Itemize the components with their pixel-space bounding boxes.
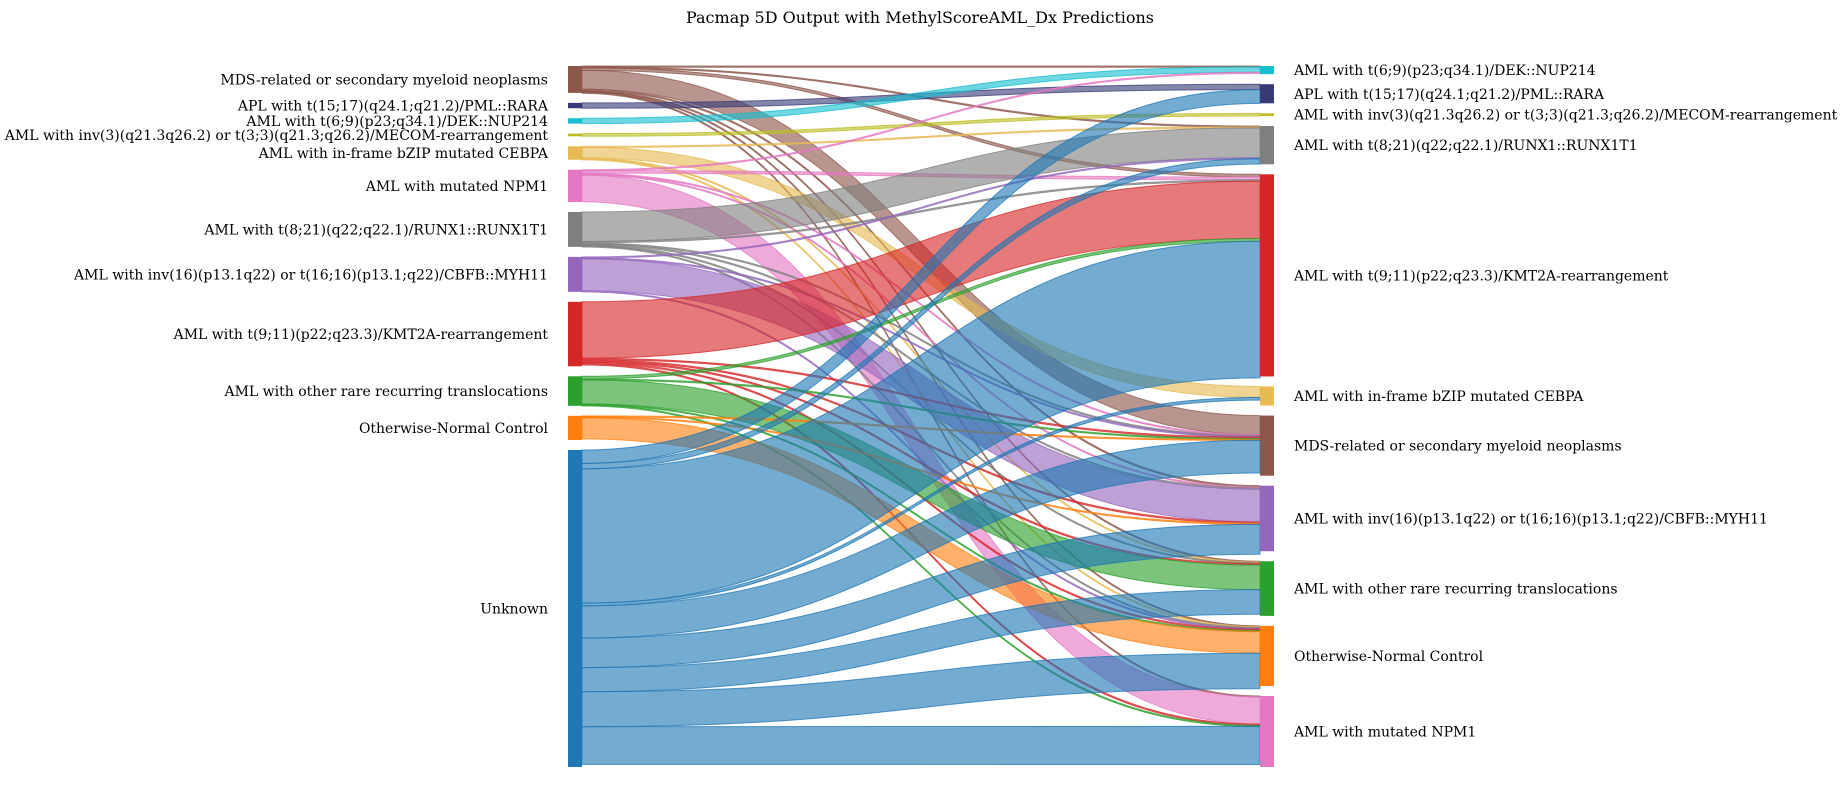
right-node-bar	[1260, 625, 1274, 686]
labels-layer: MDS-related or secondary myeloid neoplas…	[4, 63, 1838, 740]
left-node-label: AML with inv(3)(q21.3q26.2) or t(3;3)(q2…	[4, 128, 549, 144]
left-node-bar	[568, 66, 582, 93]
left-node-label: AML with mutated NPM1	[365, 179, 548, 195]
chart-title: Pacmap 5D Output with MethylScoreAML_Dx …	[686, 8, 1154, 27]
right-node-label: AML with other rare recurring translocat…	[1293, 582, 1618, 598]
left-node-label: AML with in-frame bZIP mutated CEBPA	[258, 146, 549, 162]
flow-link	[581, 240, 1261, 604]
left-node-bar	[568, 301, 582, 367]
left-node-bar	[568, 133, 582, 137]
right-node-bar	[1260, 695, 1274, 767]
left-node-bar	[568, 118, 582, 124]
right-node-bar	[1260, 126, 1274, 165]
right-node-label: AML with in-frame bZIP mutated CEBPA	[1293, 389, 1584, 405]
left-node-bar	[568, 102, 582, 109]
right-node-bar	[1260, 174, 1274, 377]
right-node-bar	[1260, 84, 1274, 104]
left-node-label: MDS-related or secondary myeloid neoplas…	[220, 72, 548, 88]
left-node-label: Otherwise-Normal Control	[359, 421, 549, 437]
right-node-label: AML with mutated NPM1	[1293, 724, 1476, 740]
flow-link	[581, 523, 1261, 669]
flows-layer	[581, 65, 1261, 766]
right-node-label: AML with t(8;21)(q22;q22.1)/RUNX1::RUNX1…	[1293, 138, 1638, 154]
flow-link	[581, 65, 1261, 68]
left-node-label: AML with t(9;11)(p22;q23.3)/KMT2A-rearra…	[173, 327, 549, 343]
right-node-label: AML with t(9;11)(p22;q23.3)/KMT2A-rearra…	[1293, 268, 1669, 284]
left-node-label: Unknown	[480, 602, 548, 618]
right-node-label: AML with inv(16)(p13.1q22) or t(16;16)(p…	[1293, 511, 1768, 527]
left-node-bar	[568, 256, 582, 292]
right-node-bar	[1260, 113, 1274, 117]
right-node-bar	[1260, 485, 1274, 552]
left-node-label: AML with other rare recurring translocat…	[223, 384, 548, 400]
right-node-bar	[1260, 66, 1274, 75]
right-node-label: AML with t(6;9)(p23;q34.1)/DEK::NUP214	[1293, 63, 1596, 79]
right-node-label: AML with inv(3)(q21.3q26.2) or t(3;3)(q2…	[1293, 108, 1838, 124]
left-node-bar	[568, 169, 582, 202]
nodes-layer	[568, 66, 1274, 767]
left-node-bar	[568, 415, 582, 441]
left-node-bar	[568, 146, 582, 160]
left-node-bar	[568, 376, 582, 406]
left-node-bar	[568, 450, 582, 767]
right-node-bar	[1260, 561, 1274, 616]
left-node-label: AML with inv(16)(p13.1q22) or t(16;16)(p…	[73, 267, 548, 283]
left-node-bar	[568, 211, 582, 247]
left-node-label: AML with t(6;9)(p23;q34.1)/DEK::NUP214	[245, 114, 548, 130]
right-node-label: APL with t(15;17)(q24.1;q21.2)/PML::RARA	[1293, 87, 1605, 103]
right-node-bar	[1260, 415, 1274, 476]
right-node-label: MDS-related or secondary myeloid neoplas…	[1294, 439, 1622, 455]
flow-link	[581, 725, 1261, 766]
right-node-label: Otherwise-Normal Control	[1294, 649, 1484, 665]
flow-link	[581, 652, 1261, 728]
left-node-label: AML with t(8;21)(q22;q22.1)/RUNX1::RUNX1…	[203, 222, 548, 238]
left-node-label: APL with t(15;17)(q24.1;q21.2)/PML::RARA	[237, 99, 549, 115]
right-node-bar	[1260, 386, 1274, 406]
